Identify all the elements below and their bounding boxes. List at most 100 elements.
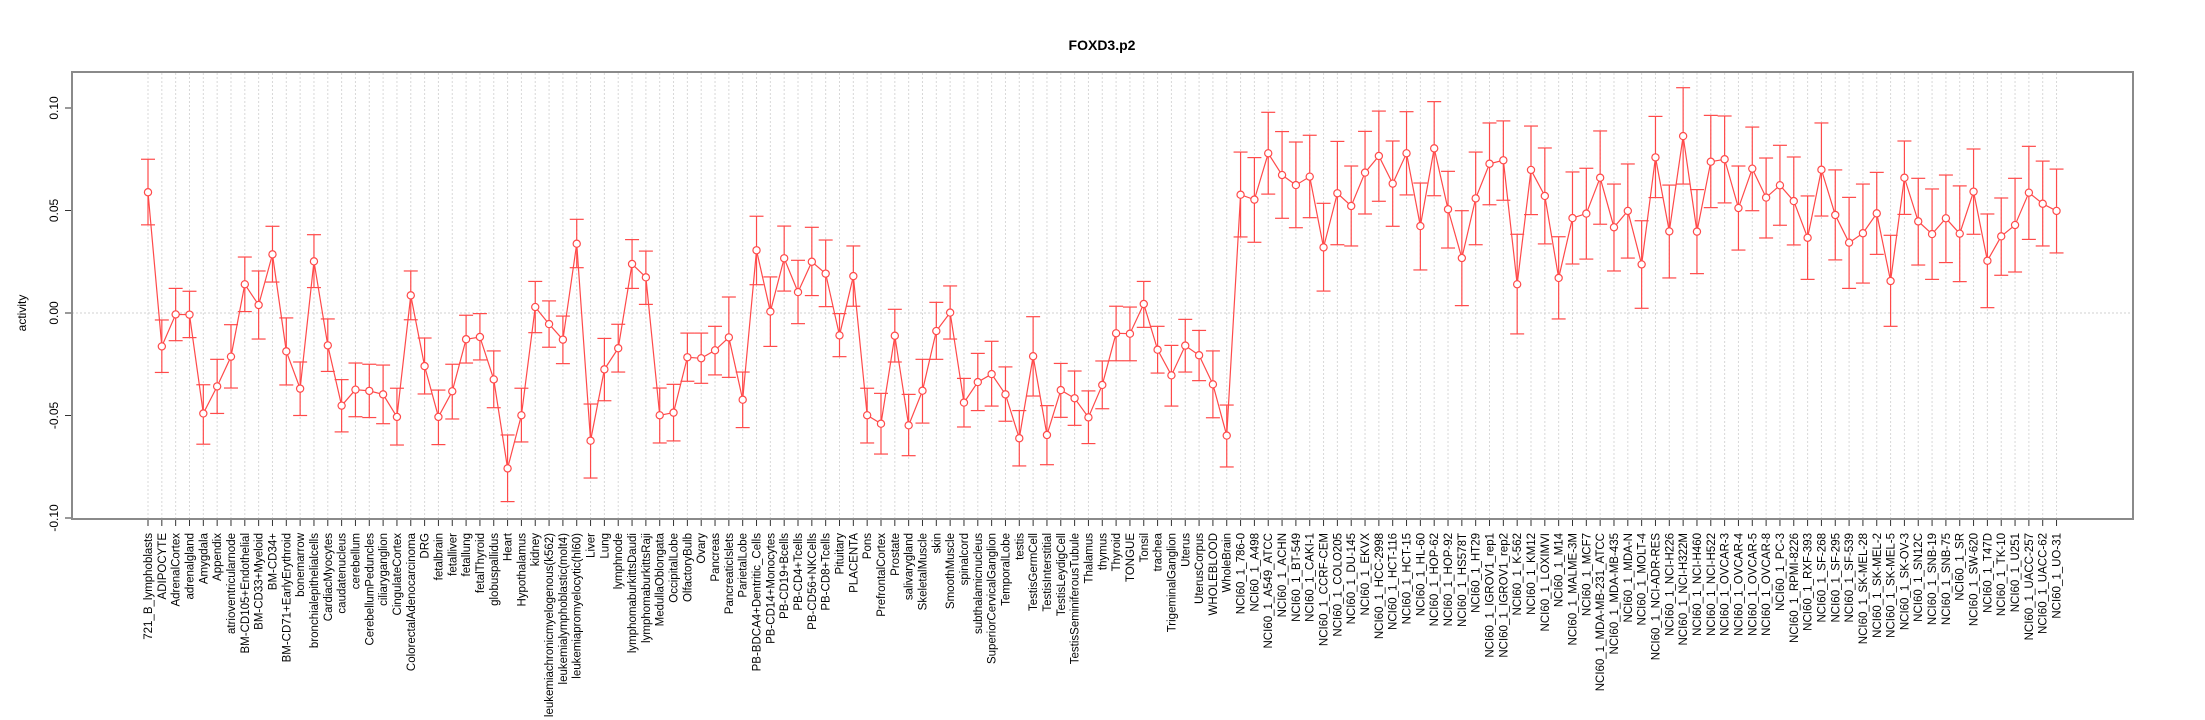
x-tick-label: NCI60_1_KM12 [1526,533,1538,615]
x-tick-label: TemporalLobe [1000,533,1012,606]
data-point [1623,206,1633,216]
data-point [1167,371,1176,380]
x-tick-label: NCI60_1_SR [1955,533,1967,601]
data-point [461,335,471,344]
plot-frame [71,71,2134,520]
data-point [1526,165,1536,175]
data-point [1264,149,1273,158]
x-tick-label: NCI60_1_SNB-19 [1927,533,1939,625]
data-point [1499,156,1508,165]
data-point [544,319,554,329]
x-tick-label: TrigeminalGanglion [1166,533,1178,632]
x-tick-label: OlfactoryBulb [682,533,694,602]
x-tick-label: NCI60_1_SK-OV-3 [1899,533,1911,630]
data-point [171,310,180,319]
data-point [1125,329,1135,338]
x-tick-label: NCI60_1_UO-31 [2052,533,2064,619]
data-point [876,419,886,428]
data-point [558,335,568,344]
y-tick-label: -0.10 [47,504,61,532]
x-tick-label: NCI60_1_SF-539 [1844,533,1856,623]
data-point [1817,165,1826,174]
x-tick-label: NCI60_1_ACHN [1277,533,1289,617]
data-point [1637,260,1646,269]
data-point [1056,385,1065,395]
x-tick-label: ColorectalAdenocarcinoma [406,532,418,671]
data-point [1775,181,1785,190]
x-tick-label: SkeletalMuscle [917,533,929,610]
data-point [1900,173,1909,182]
data-point [157,342,167,351]
data-point [987,369,996,379]
data-point [1803,233,1812,242]
data-point [1111,329,1121,338]
data-point [226,352,236,361]
x-tick-label: NCI60_1_HOP-62 [1429,533,1441,626]
data-point [254,300,263,310]
data-point [1042,430,1052,440]
data-point [489,375,498,384]
x-tick-label: Uterus [1180,533,1192,567]
data-point [1291,180,1301,190]
x-tick-label: ADIPOCYTE [157,533,169,600]
data-point [1028,352,1038,361]
data-point [323,341,332,350]
data-point [365,386,374,396]
data-point [2038,199,2047,208]
data-point [1955,229,1964,238]
x-tick-label: NCI60_1_NCI-ADR-RES [1650,533,1662,661]
data-point [1194,351,1204,360]
data-point [1471,194,1480,203]
x-tick-label: WholeBrain [1222,533,1234,592]
data-point [835,331,844,340]
x-tick-label: SuperiorCervicalGanglion [987,533,999,664]
data-point [240,280,250,289]
x-tick-label: spinalcord [959,533,971,585]
data-point [392,412,402,422]
data-point [268,250,277,259]
x-tick-label: NCI60_1_MDA-MB-231_ATCC [1595,533,1607,691]
x-tick-label: bronchialepithelialcells [309,533,321,648]
data-point [309,257,319,266]
x-tick-label: PB-CD56+NKCells [807,533,819,630]
data-point [143,188,153,197]
data-point [1347,201,1356,211]
data-point [1761,193,1771,202]
x-tick-label: TestisLeydigCell [1056,533,1068,616]
data-point [1609,223,1619,232]
x-tick-label: NCI60_1_NCI-H322M [1678,533,1690,646]
x-tick-label: PrefrontalCortex [876,533,888,617]
x-tick-label: PancreaticIslets [724,533,736,614]
x-tick-label: PB-CD14+Monocytes [765,533,777,644]
data-point [807,257,817,266]
x-tick-label: globuspallidus [489,533,501,606]
x-tick-label: NCI60_1_HT29 [1471,533,1483,613]
x-tick-label: NCI60_1_SF-295 [1830,533,1842,623]
data-point [2052,206,2061,216]
x-tick-label: DRG [420,533,432,559]
x-tick-label: NCI60_1_RPMI-8226 [1789,533,1801,643]
x-tick-label: NCI60_1_HCT-116 [1388,533,1400,630]
x-tick-label: bonemarrow [295,532,307,597]
data-point [1098,380,1107,390]
data-point [531,302,540,312]
data-point [448,387,457,396]
data-point [904,421,913,430]
data-point [1250,195,1259,204]
data-point [1305,172,1314,181]
x-tick-label: NCI60_1_SW-620 [1969,533,1981,626]
x-tick-label: BM-CD33+Myeloid [254,533,266,630]
x-tick-label: Thyroid [1111,533,1123,571]
x-tick-label: caudatenucleus [337,533,349,614]
data-point [710,346,720,355]
data-point [862,411,872,420]
x-tick-label: fetalbrain [433,533,445,580]
data-point [1429,144,1439,153]
x-tick-label: TONGUE [1125,533,1137,582]
data-point [1084,413,1093,422]
data-point [1333,189,1342,198]
x-tick-label: NCI60_1_MALME-3M [1567,533,1579,645]
data-point [738,395,747,404]
x-tick-label: NCI60_1_786-0 [1236,533,1248,614]
